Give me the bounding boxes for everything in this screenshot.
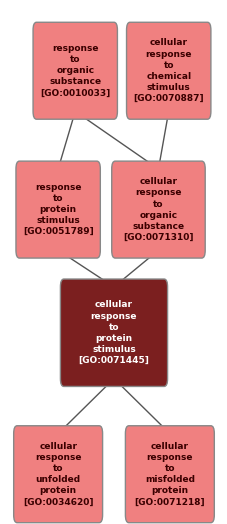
Text: cellular
response
to
unfolded
protein
[GO:0034620]: cellular response to unfolded protein [G…: [23, 442, 93, 507]
FancyBboxPatch shape: [60, 279, 167, 387]
FancyBboxPatch shape: [14, 425, 102, 523]
FancyBboxPatch shape: [125, 425, 213, 523]
Text: response
to
organic
substance
[GO:0010033]: response to organic substance [GO:001003…: [40, 44, 110, 97]
FancyBboxPatch shape: [33, 22, 117, 119]
FancyBboxPatch shape: [111, 161, 204, 258]
Text: cellular
response
to
chemical
stimulus
[GO:0070887]: cellular response to chemical stimulus […: [133, 38, 203, 103]
Text: cellular
response
to
misfolded
protein
[GO:0071218]: cellular response to misfolded protein […: [134, 442, 204, 507]
Text: cellular
response
to
protein
stimulus
[GO:0071445]: cellular response to protein stimulus [G…: [78, 300, 149, 365]
FancyBboxPatch shape: [126, 22, 210, 119]
FancyBboxPatch shape: [16, 161, 100, 258]
Text: cellular
response
to
organic
substance
[GO:0071310]: cellular response to organic substance […: [123, 177, 193, 242]
Text: response
to
protein
stimulus
[GO:0051789]: response to protein stimulus [GO:0051789…: [23, 183, 93, 236]
